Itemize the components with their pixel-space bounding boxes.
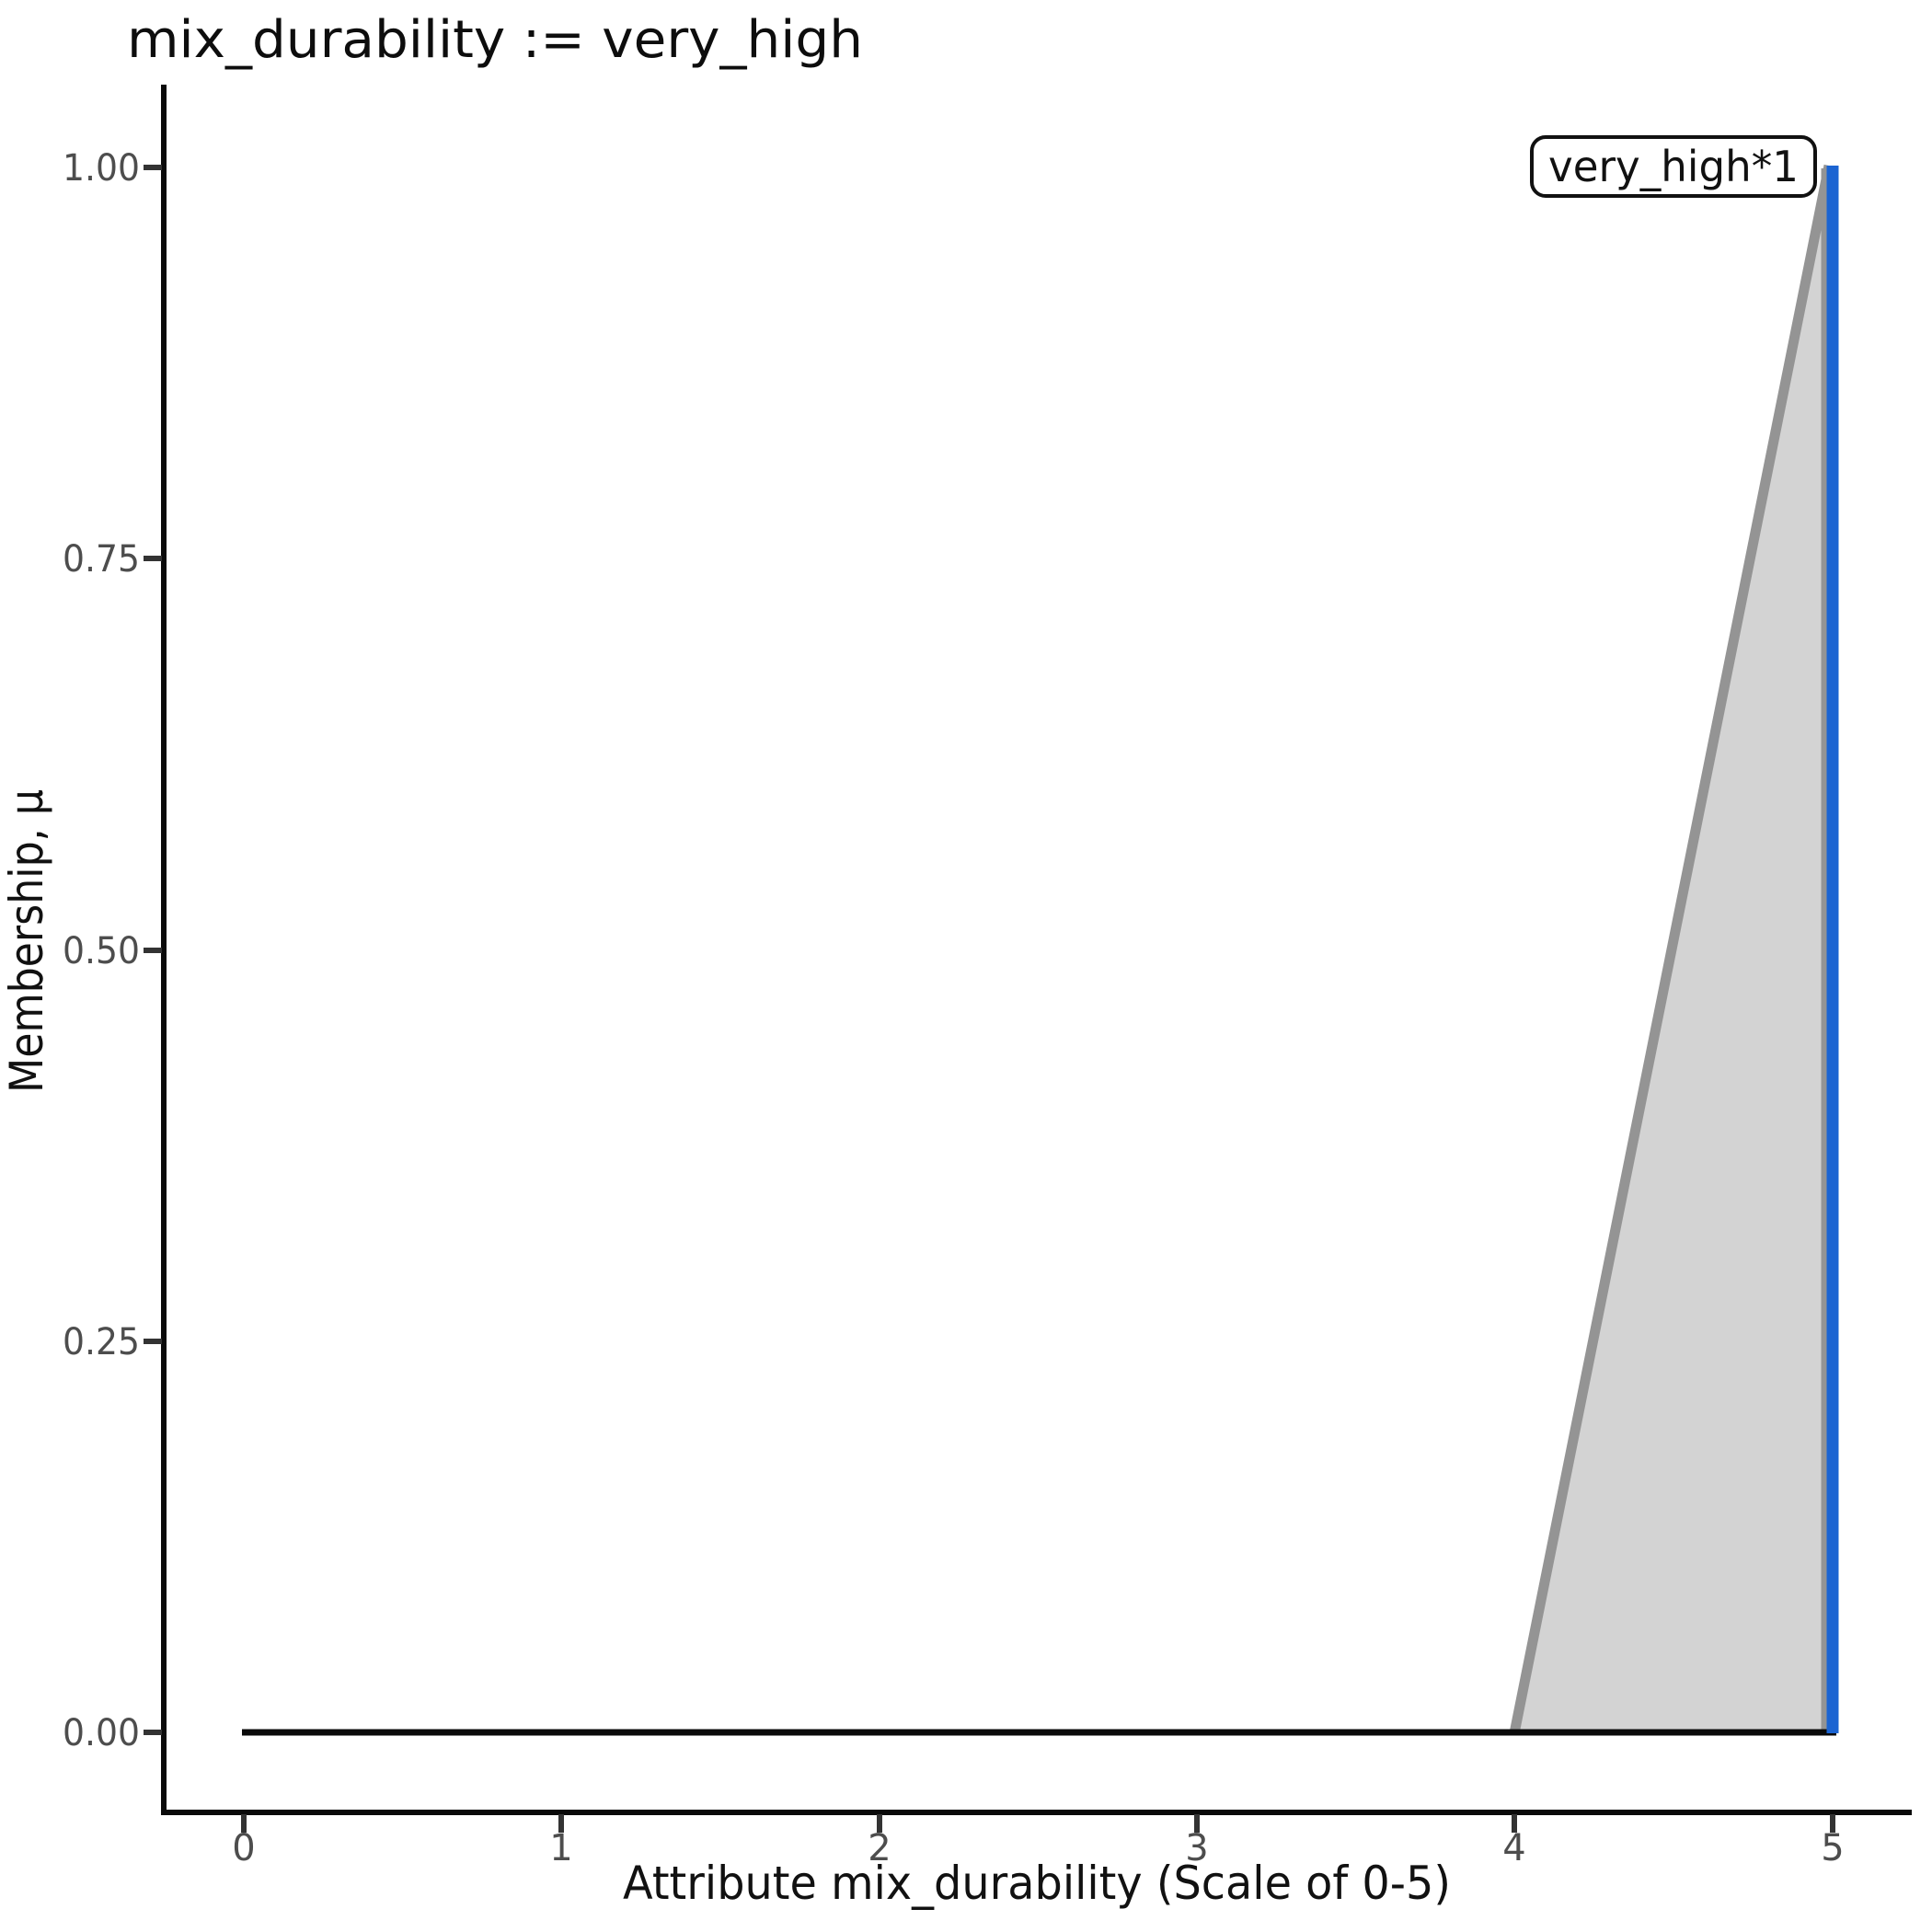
y-tick-labels: 1.00 0.75 0.50 0.25 0.00 — [63, 147, 140, 1754]
x-tick-label-1: 1 — [549, 1827, 572, 1869]
plot-title: mix_durability := very_high — [127, 10, 863, 70]
x-tick-label-5: 5 — [1821, 1827, 1844, 1869]
y-tick-label-0.25: 0.25 — [63, 1321, 140, 1363]
x-tick-label-0: 0 — [232, 1827, 255, 1869]
y-tick-label-0.75: 0.75 — [63, 538, 140, 581]
y-axis-title: Membership, μ — [0, 789, 53, 1093]
y-tick-marks — [144, 165, 162, 1735]
set-label-box — [1530, 135, 1817, 198]
y-tick-label-0.50: 0.50 — [63, 930, 140, 972]
x-tick-labels: 0 1 2 3 4 5 — [232, 1827, 1844, 1869]
x-axis-title: Attribute mix_durability (Scale of 0-5) — [623, 1857, 1451, 1910]
set-label-text: very_high*1 — [1548, 142, 1799, 191]
x-tick-marks — [241, 1814, 1835, 1833]
y-tick-label-1.00: 1.00 — [63, 147, 140, 190]
membership-outline-rising-edge — [1509, 164, 1834, 1735]
x-tick-label-2: 2 — [868, 1827, 891, 1869]
x-tick-label-4: 4 — [1502, 1827, 1525, 1869]
y-tick-label-0.00: 0.00 — [63, 1712, 140, 1754]
x-tick-label-3: 3 — [1185, 1827, 1208, 1869]
